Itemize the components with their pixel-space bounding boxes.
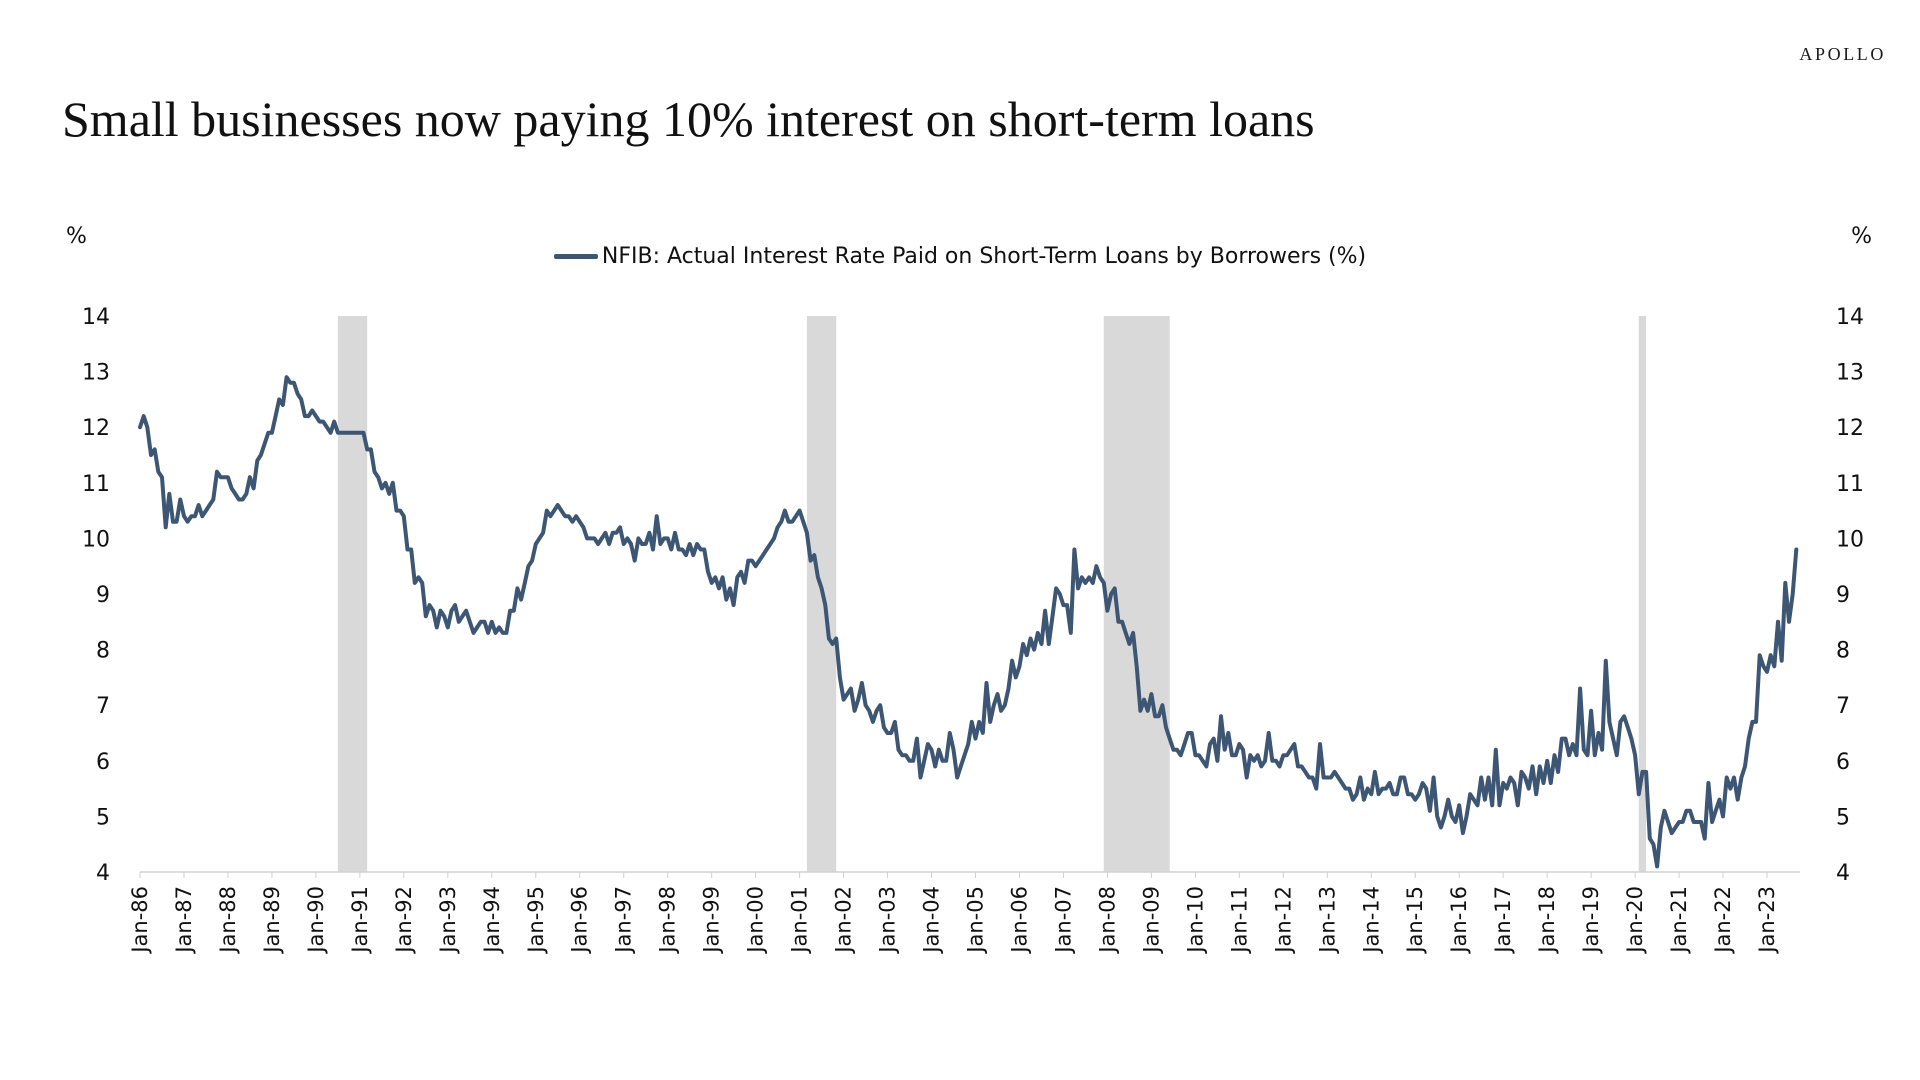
y-tick-label-right: 4: [1836, 861, 1850, 886]
y-tick-label-left: 8: [96, 639, 110, 664]
y-tick-label-right: 10: [1836, 527, 1864, 552]
x-tick-label: Jan-14: [1359, 886, 1383, 955]
x-tick-label: Jan-99: [700, 886, 724, 955]
legend-swatch: [553, 254, 598, 259]
y-tick-label-left: 13: [82, 361, 110, 386]
y-tick-label-left: 9: [96, 583, 110, 608]
left-axis-unit-label: %: [66, 224, 87, 249]
x-tick-label: Jan-01: [788, 886, 812, 955]
tick-labels: 4 4 5 5 6 6 7 7 8 8 9 9 10 10 11 11 12 12 13 13 14 14 Jan-86 Ja…: [82, 305, 1864, 955]
y-tick-label-right: 6: [1836, 750, 1850, 775]
x-tick-label: Jan-09: [1139, 886, 1163, 955]
x-tick-label: Jan-86: [128, 886, 152, 955]
y-tick-label-left: 14: [82, 305, 110, 330]
y-tick-label-left: 12: [82, 416, 110, 441]
x-tick-label: Jan-92: [392, 886, 416, 955]
x-tick-label: Jan-22: [1711, 886, 1735, 955]
y-tick-label-right: 14: [1836, 305, 1864, 330]
x-tick-label: Jan-89: [260, 886, 284, 955]
x-tick-label: Jan-04: [920, 886, 944, 955]
x-tick-label: Jan-23: [1755, 886, 1779, 955]
x-tick-label: Jan-20: [1623, 886, 1647, 955]
x-tick-label: Jan-06: [1007, 886, 1031, 955]
recession-band-0: [337, 316, 368, 872]
y-tick-label-right: 12: [1836, 416, 1864, 441]
x-tick-label: Jan-87: [172, 886, 196, 955]
x-tick-label: Jan-02: [832, 886, 856, 955]
y-tick-label-right: 5: [1836, 805, 1850, 830]
x-tick-label: Jan-93: [436, 886, 460, 955]
x-tick-label: Jan-88: [216, 886, 240, 955]
series-line-0: [138, 375, 1799, 869]
brand-logo: APOLLO: [1799, 44, 1886, 64]
legend-series-label: NFIB: Actual Interest Rate Paid on Short…: [601, 244, 1367, 269]
y-tick-label-right: 11: [1836, 472, 1864, 497]
x-tick-label: Jan-05: [963, 886, 987, 955]
x-tick-label: Jan-17: [1491, 886, 1515, 955]
y-tick-label-left: 4: [96, 861, 110, 886]
y-tick-label-right: 9: [1836, 583, 1850, 608]
x-tick-label: Jan-03: [876, 886, 900, 955]
chart-legend: NFIB: Actual Interest Rate Paid on Short…: [0, 244, 1920, 269]
axes: [139, 871, 1800, 878]
x-tick-label: Jan-18: [1535, 886, 1559, 955]
x-tick-label: Jan-16: [1447, 886, 1471, 955]
x-tick-label: Jan-07: [1051, 886, 1075, 955]
y-tick-label-right: 7: [1836, 694, 1850, 719]
x-tick-label: Jan-00: [744, 886, 768, 955]
recession-shading-layer: [337, 316, 1647, 872]
x-tick-label: Jan-08: [1095, 886, 1119, 955]
x-tick-label: Jan-15: [1403, 886, 1427, 955]
x-tick-label: Jan-91: [348, 886, 372, 955]
x-tick-label: Jan-11: [1227, 886, 1251, 955]
y-tick-label-left: 7: [96, 694, 110, 719]
x-tick-label: Jan-97: [612, 886, 636, 955]
y-tick-label-left: 6: [96, 750, 110, 775]
series-layer: [138, 375, 1799, 869]
y-tick-label-left: 11: [82, 472, 110, 497]
x-tick-label: Jan-90: [304, 886, 328, 955]
x-tick-label: Jan-13: [1315, 886, 1339, 955]
y-tick-label-right: 8: [1836, 639, 1850, 664]
x-tick-label: Jan-95: [524, 886, 548, 955]
x-tick-label: Jan-98: [656, 886, 680, 955]
recession-band-3: [1638, 316, 1647, 872]
y-tick-label-left: 5: [96, 805, 110, 830]
x-tick-label: Jan-10: [1183, 886, 1207, 955]
x-tick-label: Jan-96: [568, 886, 592, 955]
x-tick-label: Jan-21: [1667, 886, 1691, 955]
x-tick-label: Jan-19: [1579, 886, 1603, 955]
right-axis-unit-label: %: [1851, 224, 1872, 249]
y-tick-label-left: 10: [82, 527, 110, 552]
x-tick-label: Jan-12: [1271, 886, 1295, 955]
chart-title: Small businesses now paying 10% interest…: [62, 91, 1315, 147]
x-tick-label: Jan-94: [480, 886, 504, 955]
y-tick-label-right: 13: [1836, 361, 1864, 386]
